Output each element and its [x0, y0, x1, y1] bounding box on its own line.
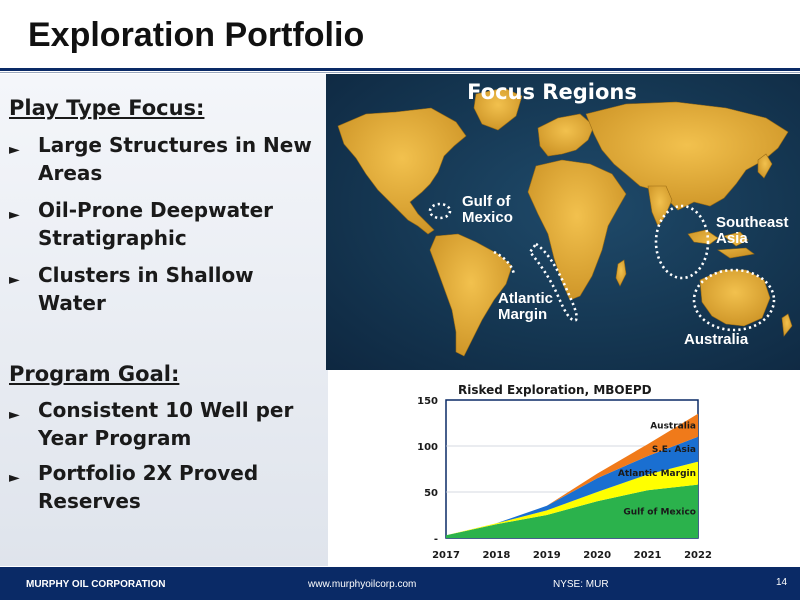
footer-url[interactable]: www.murphyoilcorp.com [308, 579, 417, 590]
x-tick-label: 2019 [533, 550, 561, 561]
north-america-shape [337, 107, 467, 235]
area-gulf-of-mexico [446, 484, 698, 538]
australia-shape [699, 269, 771, 327]
program-goal-heading: Program Goal: [9, 362, 180, 386]
x-tick-label: 2017 [432, 550, 460, 561]
y-tick-label: 50 [424, 488, 438, 499]
series-label: Gulf of Mexico [623, 507, 696, 517]
y-tick-label: 150 [417, 396, 438, 407]
title-rule [0, 68, 800, 71]
bullet-arrow-icon: ► [9, 470, 20, 486]
footer-company: MURPHY OIL CORPORATION [26, 579, 166, 590]
europe-shape [537, 113, 595, 157]
chart-y-ticks: - 50 100 150 [417, 396, 438, 545]
goal-bullet-1: Consistent 10 Well per Year Program [38, 398, 294, 450]
region-label-southeast-line2: Asia [716, 230, 748, 247]
area-s-e-asia [446, 436, 698, 536]
y-tick-label: 100 [417, 442, 438, 453]
region-label-australia: Australia [684, 331, 749, 348]
goal-bullet-2: Portfolio 2X Proved Reserves [38, 461, 259, 513]
australia-region-outline [692, 268, 776, 332]
se-asia-islands-shape [687, 229, 755, 259]
series-label: Atlantic Margin [618, 469, 696, 479]
series-label: S.E. Asia [652, 445, 696, 455]
play-bullet-1: Large Structures in New Areas [38, 133, 312, 185]
world-map-graphic [337, 87, 793, 357]
series-label: Australia [650, 421, 696, 431]
play-type-heading: Play Type Focus: [9, 96, 205, 120]
india-shape [647, 185, 673, 227]
bullet-arrow-icon: ► [9, 272, 20, 288]
bullet-arrow-icon: ► [9, 142, 20, 158]
asia-shape [585, 101, 789, 211]
risked-exploration-chart: Risked Exploration, MBOEPD - 50 100 150 201… [417, 383, 712, 561]
africa-shape [527, 159, 627, 301]
bullet-arrow-icon: ► [9, 407, 20, 423]
bullet-arrow-icon: ► [9, 207, 20, 223]
y-tick-label: - [434, 534, 438, 545]
slide-title: Exploration Portfolio [28, 16, 365, 54]
footer-bar: MURPHY OIL CORPORATION www.murphyoilcorp… [0, 567, 800, 600]
x-tick-label: 2018 [482, 550, 510, 561]
region-label-gulf-line1: Gulf of [462, 193, 511, 210]
atlantic-region-outline [528, 242, 578, 322]
region-label-atlantic-line1: Atlantic [498, 290, 554, 307]
area-atlantic-margin [446, 461, 698, 536]
chart-x-ticks: 2017 2018 2019 2020 2021 2022 [432, 550, 712, 561]
x-tick-label: 2022 [684, 550, 712, 561]
greenland-shape [473, 87, 523, 131]
x-tick-label: 2020 [583, 550, 611, 561]
x-tick-label: 2021 [634, 550, 662, 561]
title-rule-thin [0, 72, 800, 73]
new-zealand-shape [781, 313, 793, 337]
madagascar-shape [615, 259, 627, 287]
brazil-region-outline [493, 250, 516, 275]
play-bullet-3: Clusters in Shallow Water [38, 263, 254, 315]
japan-shape [757, 153, 773, 179]
play-bullet-2: Oil-Prone Deepwater Stratigraphic [38, 198, 274, 250]
region-label-gulf-of-mexico: Gulf of Mexico [462, 194, 513, 226]
region-label-southeast-line1: Southeast [716, 214, 789, 231]
region-label-gulf-line2: Mexico [462, 209, 513, 226]
chart-title: Risked Exploration, MBOEPD [458, 383, 652, 397]
gulf-region-outline [428, 202, 452, 220]
south-america-shape [429, 233, 513, 357]
region-label-southeast-asia: Southeast Asia [716, 215, 789, 247]
map-title: Focus Regions [467, 80, 637, 104]
left-panel [0, 74, 328, 566]
region-label-atlantic-margin: Atlantic Margin [498, 291, 553, 323]
footer-page-number: 14 [776, 577, 788, 588]
world-map: Focus Regions Gulf of Mexico Atlantic Ma… [326, 74, 800, 370]
chart-areas [446, 413, 698, 538]
chart-series-labels: Gulf of Mexico Atlantic Margin S.E. Asia Au… [618, 421, 696, 517]
se-asia-region-outline [654, 204, 710, 280]
region-label-atlantic-line2: Margin [498, 306, 548, 323]
footer-ticker: NYSE: MUR [553, 579, 609, 590]
